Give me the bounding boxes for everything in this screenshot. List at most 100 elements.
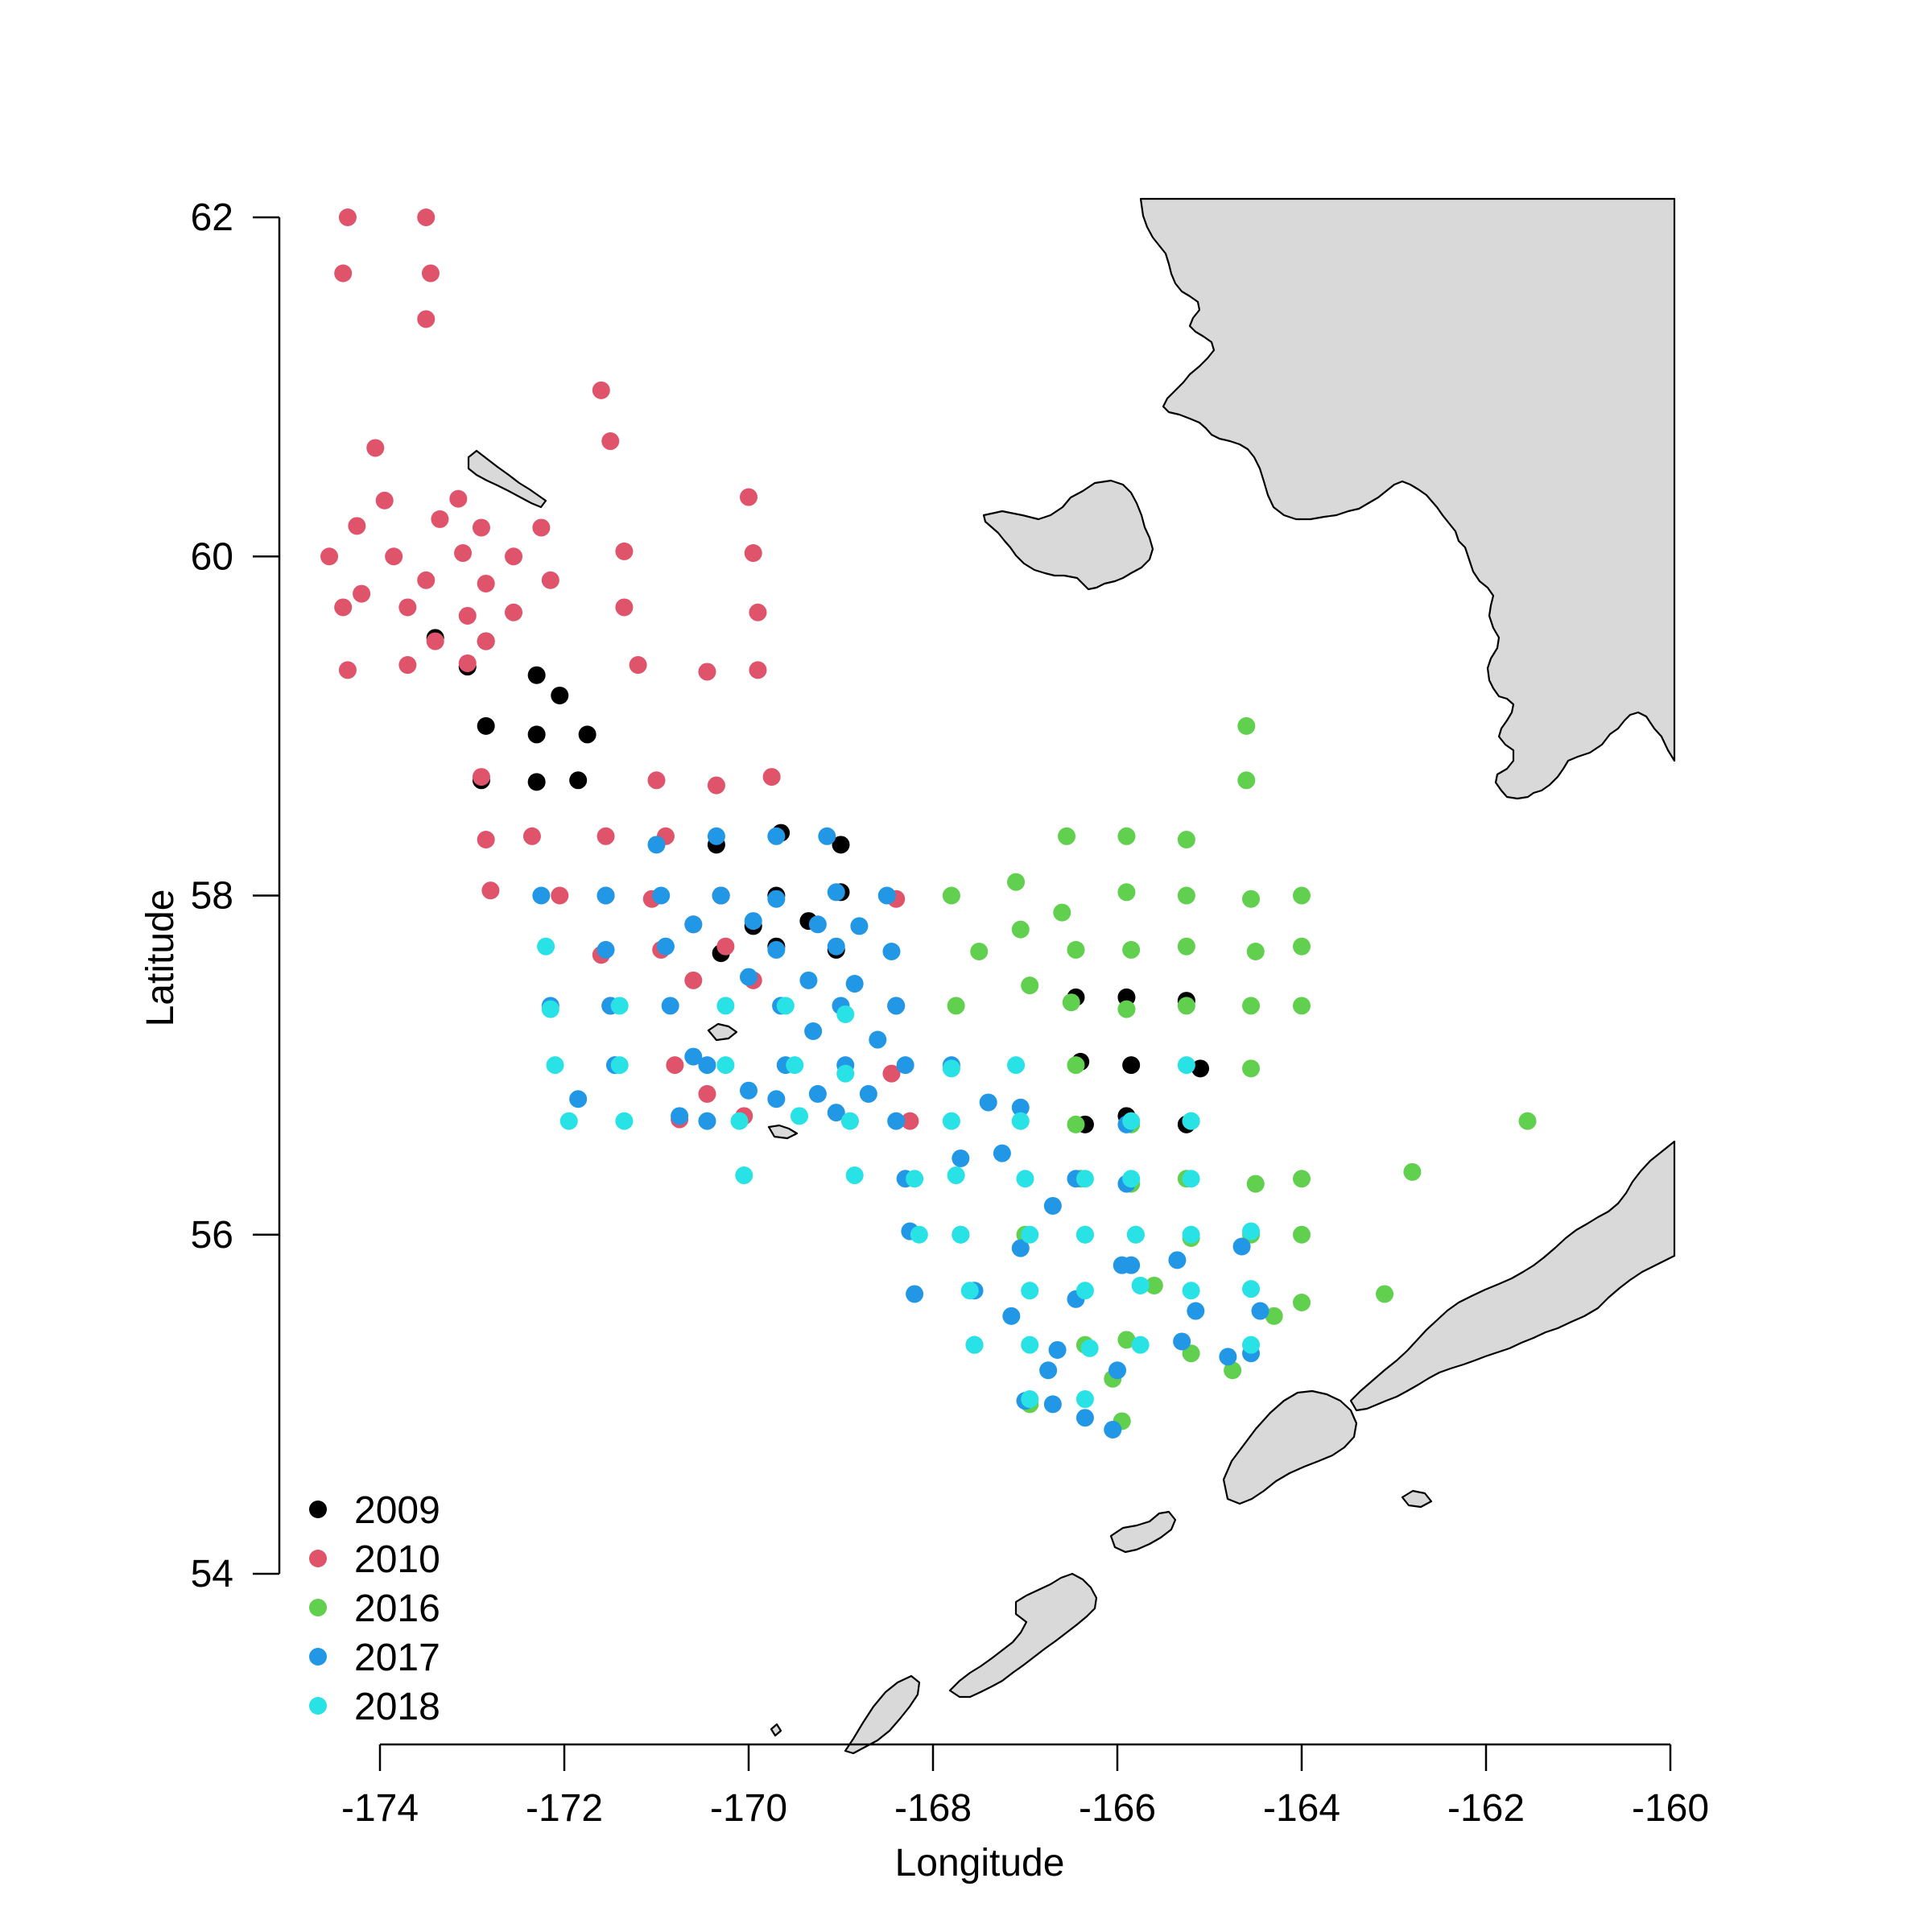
point-2010 bbox=[348, 517, 366, 535]
point-2017 bbox=[740, 1081, 758, 1100]
point-2017 bbox=[532, 886, 551, 905]
point-2010 bbox=[458, 606, 477, 625]
legend: 2009 2010 2016 2017 2018 bbox=[309, 1489, 440, 1728]
point-2018 bbox=[559, 1112, 578, 1130]
point-2018 bbox=[1131, 1335, 1150, 1354]
akun-island bbox=[1401, 1489, 1433, 1509]
point-2017 bbox=[887, 1112, 906, 1130]
legend-label-2018: 2018 bbox=[354, 1686, 440, 1728]
point-2017 bbox=[1122, 1256, 1141, 1274]
point-2017 bbox=[767, 1090, 786, 1108]
point-2010 bbox=[353, 584, 371, 603]
bogoslof-island bbox=[770, 1723, 782, 1737]
point-2009 bbox=[527, 773, 546, 791]
point-2018 bbox=[942, 1112, 960, 1130]
point-2018 bbox=[1126, 1225, 1145, 1244]
point-2017 bbox=[652, 886, 671, 905]
point-2017 bbox=[1039, 1361, 1058, 1380]
point-2010 bbox=[601, 432, 620, 451]
point-2009 bbox=[527, 725, 546, 744]
point-2018 bbox=[537, 937, 555, 956]
point-2017 bbox=[887, 997, 906, 1015]
point-2017 bbox=[698, 1056, 716, 1075]
y-tick-label: 56 bbox=[191, 1214, 233, 1257]
point-2010 bbox=[449, 489, 468, 508]
point-2017 bbox=[597, 886, 615, 905]
point-2017 bbox=[744, 912, 762, 931]
point-2016 bbox=[1067, 940, 1085, 959]
point-2010 bbox=[901, 1112, 919, 1130]
x-axis-title: Longitude bbox=[895, 1842, 1065, 1885]
point-2018 bbox=[1075, 1225, 1094, 1244]
legend-label-2010: 2010 bbox=[354, 1538, 440, 1581]
point-2010 bbox=[615, 542, 634, 560]
point-2010 bbox=[744, 544, 762, 563]
point-2010 bbox=[320, 547, 339, 566]
point-2018 bbox=[1177, 1056, 1195, 1075]
point-2016 bbox=[1053, 903, 1071, 922]
legend-marker-2017 bbox=[309, 1648, 327, 1666]
point-2018 bbox=[541, 1000, 559, 1018]
point-2016 bbox=[947, 997, 965, 1015]
point-2017 bbox=[684, 915, 703, 934]
point-2016 bbox=[1011, 920, 1030, 939]
point-2017 bbox=[1173, 1332, 1191, 1351]
y-tick-label: 58 bbox=[191, 875, 233, 918]
point-2016 bbox=[1376, 1285, 1394, 1303]
st-george-island bbox=[767, 1124, 799, 1140]
point-2017 bbox=[1002, 1307, 1021, 1325]
point-2016 bbox=[1122, 940, 1141, 959]
point-2010 bbox=[716, 937, 735, 956]
point-2018 bbox=[610, 997, 629, 1015]
point-2017 bbox=[1043, 1395, 1062, 1414]
point-2018 bbox=[840, 1112, 859, 1130]
point-2018 bbox=[1075, 1282, 1094, 1300]
point-2018 bbox=[845, 1166, 864, 1185]
umnak-island bbox=[844, 1674, 921, 1755]
point-2009 bbox=[832, 836, 850, 854]
legend-label-2016: 2016 bbox=[354, 1587, 440, 1630]
point-2016 bbox=[1117, 1331, 1136, 1349]
st-lawrence-island bbox=[982, 479, 1154, 591]
point-2017 bbox=[993, 1144, 1011, 1162]
point-2016 bbox=[1246, 1174, 1265, 1193]
point-2016 bbox=[1177, 937, 1195, 956]
series-2009 bbox=[426, 629, 1210, 1133]
land-masses bbox=[467, 197, 1676, 1755]
point-2016 bbox=[1067, 1056, 1085, 1075]
y-axis-ticks: 54 56 58 60 62 bbox=[191, 196, 279, 1596]
point-2010 bbox=[740, 488, 758, 506]
point-2010 bbox=[472, 518, 490, 537]
point-2018 bbox=[1122, 1112, 1141, 1130]
point-2016 bbox=[1007, 873, 1026, 891]
point-2018 bbox=[1242, 1222, 1261, 1241]
point-2017 bbox=[906, 1285, 924, 1303]
point-2018 bbox=[716, 1056, 735, 1075]
point-2017 bbox=[869, 1030, 887, 1049]
point-2016 bbox=[1177, 886, 1195, 905]
point-2017 bbox=[979, 1093, 997, 1112]
point-2018 bbox=[615, 1112, 634, 1130]
point-2016 bbox=[942, 886, 960, 905]
legend-label-2009: 2009 bbox=[354, 1489, 440, 1532]
point-2009 bbox=[477, 716, 495, 735]
point-2016 bbox=[1117, 883, 1136, 902]
point-2010 bbox=[532, 518, 551, 537]
point-2009 bbox=[1122, 1056, 1141, 1075]
point-2018 bbox=[546, 1056, 564, 1075]
x-tick-label: -164 bbox=[1263, 1787, 1340, 1830]
point-2010 bbox=[431, 510, 449, 528]
point-2018 bbox=[1182, 1112, 1200, 1130]
point-2017 bbox=[647, 836, 666, 854]
x-tick-label: -162 bbox=[1447, 1787, 1525, 1830]
point-2017 bbox=[845, 975, 864, 993]
point-2010 bbox=[551, 886, 569, 905]
y-axis-title: Latitude bbox=[139, 890, 182, 1027]
point-2017 bbox=[808, 1084, 827, 1103]
point-2010 bbox=[505, 603, 523, 621]
point-2016 bbox=[1117, 1000, 1136, 1018]
point-2017 bbox=[808, 915, 827, 934]
point-2017 bbox=[1168, 1251, 1187, 1269]
point-2017 bbox=[1187, 1302, 1205, 1320]
